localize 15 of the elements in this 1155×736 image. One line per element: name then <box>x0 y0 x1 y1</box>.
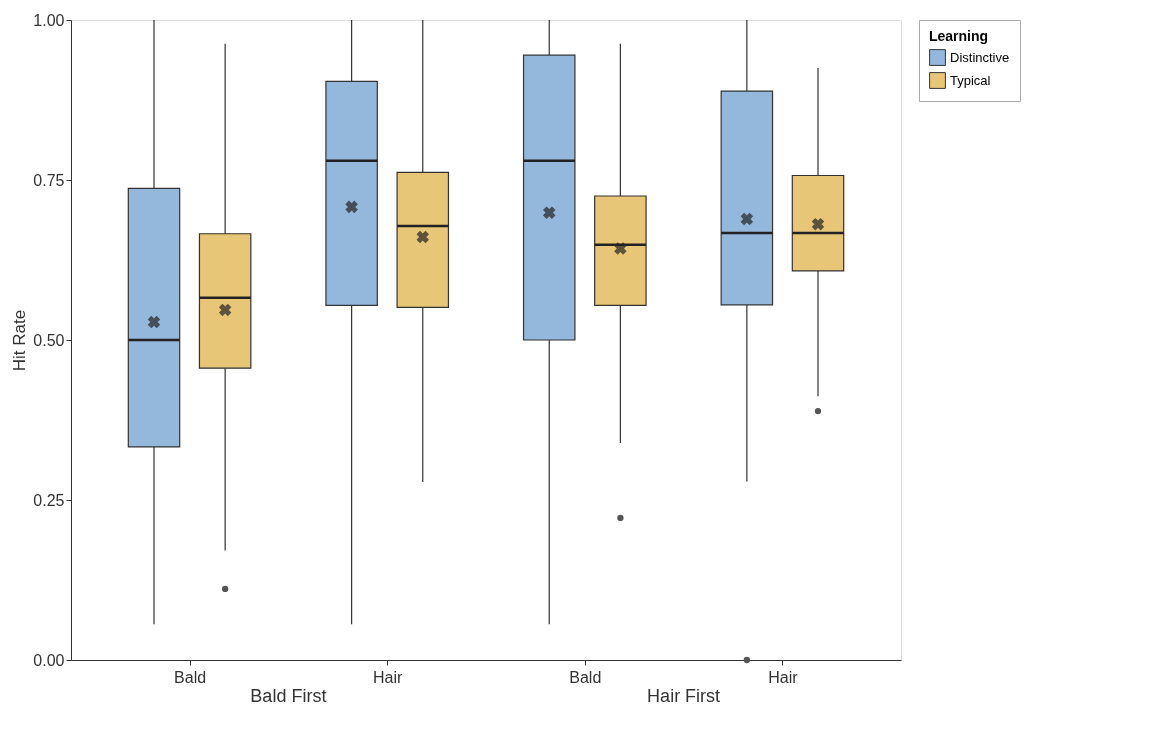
y-tick-label: 0.75 <box>33 171 65 189</box>
legend-title: Learning <box>929 28 989 44</box>
y-axis-title: Hit Rate <box>10 309 30 372</box>
y-tick-label: 1.00 <box>33 11 65 29</box>
x-tick-label: Hair <box>373 668 404 686</box>
x-tick-label: Bald <box>174 668 207 686</box>
y-tick-label: 0.50 <box>33 331 65 349</box>
text: Bald First <box>250 686 327 706</box>
legend-label: Distinctive <box>950 49 1010 65</box>
legend-label: Typical <box>950 72 991 88</box>
y-tick-label: 0.25 <box>33 491 65 509</box>
text: Hair First <box>647 686 721 706</box>
x-tick-label: Bald <box>569 668 602 686</box>
y-tick-label: 0.00 <box>33 651 65 669</box>
x-tick-label: Hair <box>768 668 799 686</box>
